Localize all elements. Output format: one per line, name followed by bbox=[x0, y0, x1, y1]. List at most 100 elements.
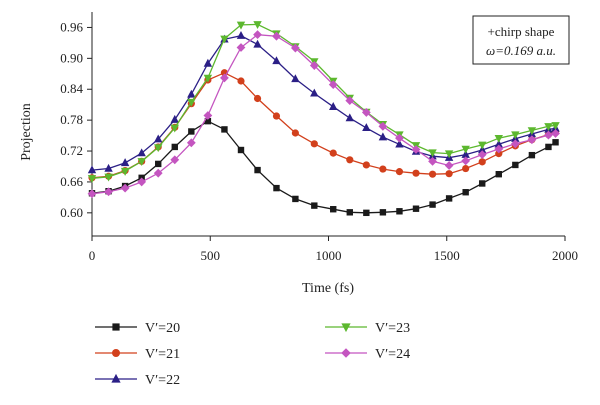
legend: V′=20 V′=21 V′=22 V′=23 V′=24 bbox=[95, 321, 410, 388]
data-point bbox=[462, 189, 469, 196]
data-point bbox=[154, 134, 163, 143]
data-point bbox=[545, 143, 552, 151]
series-1 bbox=[88, 117, 559, 217]
data-point bbox=[291, 74, 300, 83]
data-point bbox=[203, 111, 213, 120]
data-point bbox=[362, 161, 370, 169]
data-point bbox=[428, 149, 437, 158]
data-point bbox=[445, 170, 453, 178]
data-point bbox=[253, 94, 262, 103]
data-point bbox=[236, 30, 246, 39]
data-point bbox=[345, 113, 354, 122]
data-point bbox=[87, 165, 97, 174]
data-point bbox=[186, 138, 196, 148]
series-3 bbox=[87, 30, 560, 174]
data-point bbox=[254, 166, 261, 174]
data-point bbox=[120, 183, 130, 193]
y-tick-label: 0.90 bbox=[60, 50, 83, 65]
data-point bbox=[478, 158, 486, 166]
data-point bbox=[428, 170, 437, 178]
data-point bbox=[203, 58, 213, 67]
data-point bbox=[544, 130, 553, 140]
data-point bbox=[495, 171, 502, 178]
data-point bbox=[444, 150, 454, 159]
data-point bbox=[429, 201, 436, 208]
legend-label: V′=24 bbox=[375, 347, 410, 362]
data-point bbox=[292, 195, 299, 203]
data-point bbox=[253, 21, 262, 30]
data-point bbox=[495, 150, 503, 158]
legend-item-4: V′=23 bbox=[325, 321, 410, 336]
data-point bbox=[361, 108, 371, 117]
data-point bbox=[494, 139, 503, 148]
data-point bbox=[494, 144, 504, 154]
data-point bbox=[188, 128, 195, 135]
data-point bbox=[527, 127, 537, 136]
data-point bbox=[329, 102, 338, 110]
data-point bbox=[378, 132, 388, 141]
data-point bbox=[511, 131, 520, 140]
data-point bbox=[155, 160, 162, 168]
data-point bbox=[329, 149, 337, 157]
data-point bbox=[291, 129, 299, 137]
data-point bbox=[137, 158, 146, 167]
legend-marker bbox=[112, 349, 120, 357]
data-point bbox=[309, 61, 319, 70]
data-point bbox=[221, 126, 228, 133]
legend-label: V′=22 bbox=[145, 373, 180, 388]
data-point bbox=[552, 139, 559, 146]
data-point bbox=[445, 195, 453, 202]
data-point bbox=[479, 180, 486, 187]
data-point bbox=[379, 165, 387, 173]
data-point bbox=[236, 21, 246, 30]
data-point bbox=[220, 35, 229, 44]
data-point bbox=[154, 144, 163, 153]
data-point bbox=[153, 168, 163, 178]
data-point bbox=[204, 117, 212, 125]
y-tick-label: 0.78 bbox=[60, 112, 83, 127]
data-point bbox=[137, 177, 147, 187]
legend-marker bbox=[341, 323, 351, 333]
data-point bbox=[253, 39, 262, 48]
data-point bbox=[411, 145, 421, 154]
data-point bbox=[328, 80, 338, 90]
data-point bbox=[345, 96, 355, 105]
legend-item-5: V′=24 bbox=[325, 347, 410, 362]
data-point bbox=[311, 202, 318, 209]
data-point bbox=[551, 122, 560, 130]
legend-marker bbox=[111, 373, 121, 383]
annotation-line-1: +chirp shape bbox=[488, 24, 555, 39]
data-point bbox=[527, 135, 537, 145]
data-point bbox=[104, 163, 113, 172]
data-point bbox=[187, 98, 196, 107]
data-point bbox=[362, 123, 371, 132]
series-line bbox=[91, 72, 556, 179]
data-point bbox=[477, 150, 487, 160]
y-tick-label: 0.84 bbox=[60, 81, 83, 96]
data-point bbox=[395, 168, 404, 176]
data-point bbox=[253, 30, 262, 40]
data-point bbox=[462, 164, 470, 173]
data-point bbox=[171, 143, 178, 151]
y-tick-label: 0.96 bbox=[60, 19, 83, 34]
data-point bbox=[170, 155, 180, 165]
data-point bbox=[378, 121, 388, 131]
data-point bbox=[220, 73, 229, 83]
x-axis-title: Time (fs) bbox=[302, 281, 354, 296]
data-point bbox=[104, 187, 113, 197]
y-tick-label: 0.66 bbox=[60, 174, 83, 189]
axes: 0 500 1000 1500 2000 0.60 0.66 0.72 0.78 0.84 0.90… bbox=[60, 12, 578, 263]
legend-item-2: V′=21 bbox=[95, 347, 180, 362]
data-point bbox=[290, 43, 300, 53]
data-point bbox=[272, 31, 281, 41]
annotation-frame bbox=[472, 15, 570, 65]
legend-item-3: V′=22 bbox=[95, 373, 180, 388]
data-point bbox=[395, 139, 404, 148]
x-tick-label: 0 bbox=[89, 248, 96, 263]
x-tick-label: 500 bbox=[201, 248, 221, 263]
data-point bbox=[237, 146, 245, 154]
data-point bbox=[104, 173, 113, 182]
data-point bbox=[87, 175, 97, 184]
data-point bbox=[187, 89, 196, 98]
